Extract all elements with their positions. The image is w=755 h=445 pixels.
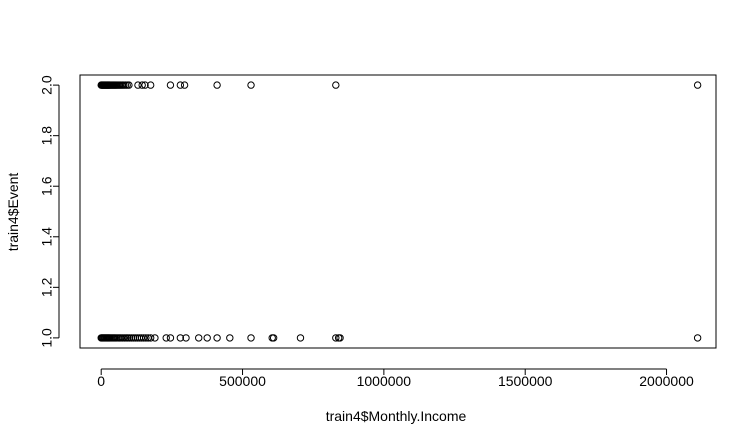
x-tick-label: 500000 — [219, 373, 266, 389]
scatter-point — [336, 334, 344, 342]
scatter-point — [162, 334, 170, 342]
x-axis: 0 500000 1000000 1500000 2000000 — [97, 368, 694, 389]
scatter-point — [134, 81, 142, 89]
y-tick-label: 1.0 — [39, 328, 55, 348]
x-tick-label: 1500000 — [498, 373, 553, 389]
points-layer — [97, 81, 702, 342]
x-axis-label: train4$Monthly.Income — [326, 408, 467, 424]
scatter-point — [213, 81, 221, 89]
scatter-point — [226, 334, 234, 342]
x-tick-label: 2000000 — [639, 373, 694, 389]
scatter-point — [138, 81, 146, 89]
scatter-point — [146, 334, 155, 342]
y-tick-label: 1.6 — [39, 176, 55, 196]
y-tick-label: 2.0 — [39, 75, 55, 95]
y-axis: 1.0 1.2 1.4 1.6 1.8 2.0 — [39, 75, 60, 348]
x-tick-label: 1000000 — [357, 373, 412, 389]
scatter-point — [693, 334, 702, 342]
scatter-point — [182, 334, 190, 342]
scatter-point — [166, 81, 175, 89]
scatter-point — [693, 81, 702, 89]
scatter-point — [296, 334, 305, 342]
scatter-point — [146, 81, 155, 89]
scatter-point — [125, 81, 133, 89]
scatter-point — [247, 334, 255, 342]
y-axis-label: train4$Event — [5, 173, 21, 252]
scatter-point — [176, 81, 185, 89]
scatter-point — [247, 81, 255, 89]
scatter-point — [151, 334, 159, 342]
scatter-point — [195, 334, 203, 342]
scatter-point — [176, 334, 185, 342]
scatter-point — [166, 334, 175, 342]
scatter-point — [142, 334, 150, 342]
scatter-point — [269, 334, 278, 342]
scatter-point — [332, 334, 340, 342]
scatter-point — [141, 81, 149, 89]
scatter-point — [139, 334, 148, 342]
x-tick-label: 0 — [97, 373, 105, 389]
y-tick-label: 1.8 — [39, 126, 55, 146]
scatter-point — [332, 81, 340, 89]
scatter-point — [213, 334, 221, 342]
scatter-point — [203, 334, 211, 342]
y-tick-label: 1.2 — [39, 277, 55, 297]
y-tick-label: 1.4 — [39, 227, 55, 247]
plot-frame — [79, 74, 717, 349]
scatter-point — [180, 81, 189, 89]
